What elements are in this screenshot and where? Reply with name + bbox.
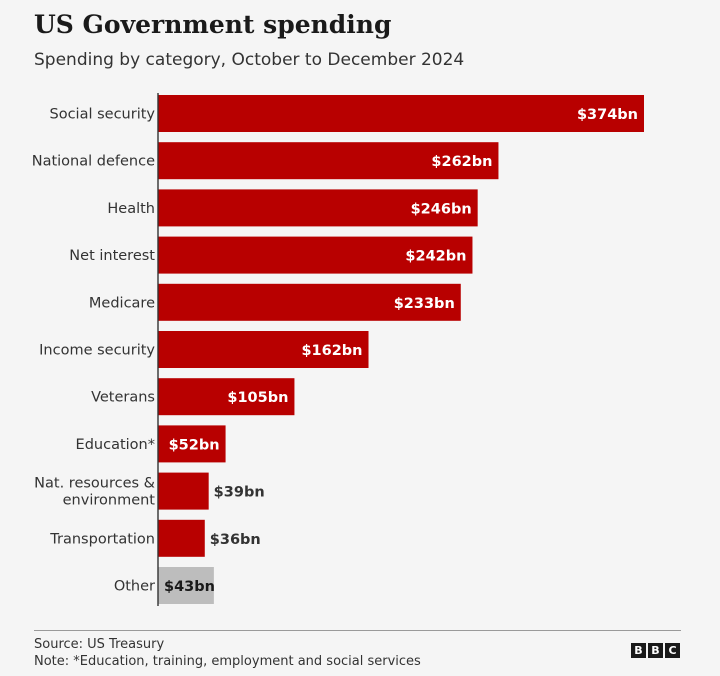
value-label: $43bn	[164, 579, 215, 595]
bar	[158, 567, 214, 604]
category-label: Medicare	[89, 295, 155, 311]
bbc-logo-letter: B	[648, 643, 663, 658]
bar	[158, 425, 226, 463]
bbc-logo-letter: B	[631, 643, 646, 658]
bar	[158, 519, 205, 557]
footer-divider	[34, 630, 681, 631]
category-label: Other	[114, 579, 155, 595]
source-note: Source: US Treasury	[34, 637, 165, 652]
category-label: Education*	[76, 437, 155, 453]
category-label: Social security	[50, 107, 156, 123]
category-label: Net interest	[69, 248, 155, 264]
bar	[158, 142, 499, 180]
value-label: $374bn	[577, 107, 638, 123]
value-label: $162bn	[301, 343, 362, 359]
bar	[158, 236, 473, 274]
bar	[158, 378, 295, 416]
category-label: Transportation	[49, 531, 155, 547]
value-label: $39bn	[214, 485, 265, 501]
category-label: Veterans	[91, 390, 155, 406]
bar	[158, 95, 644, 132]
value-label: $105bn	[227, 390, 288, 406]
category-label: National defence	[32, 154, 155, 170]
value-label: $262bn	[431, 154, 492, 170]
bbc-logo: B B C	[631, 643, 680, 658]
chart-subtitle: Spending by category, October to Decembe…	[34, 50, 465, 70]
category-label: Health	[107, 201, 155, 217]
chart-title: US Government spending	[34, 10, 392, 39]
category-label: Nat. resources &	[34, 476, 155, 492]
value-label: $233bn	[394, 296, 455, 312]
footnote: Note: *Education, training, employment a…	[34, 654, 421, 669]
bar	[158, 331, 369, 368]
bar	[158, 283, 461, 321]
value-label: $246bn	[411, 201, 472, 217]
category-label: Income security	[39, 343, 155, 359]
bar	[158, 472, 209, 510]
category-label: environment	[63, 493, 156, 509]
value-label: $52bn	[169, 437, 220, 453]
bar	[158, 189, 478, 227]
bar-chart: Social security $374bn National defence $26…	[32, 93, 644, 606]
value-label: $36bn	[210, 532, 261, 548]
bbc-logo-letter: C	[665, 643, 680, 658]
value-label: $242bn	[405, 249, 466, 265]
